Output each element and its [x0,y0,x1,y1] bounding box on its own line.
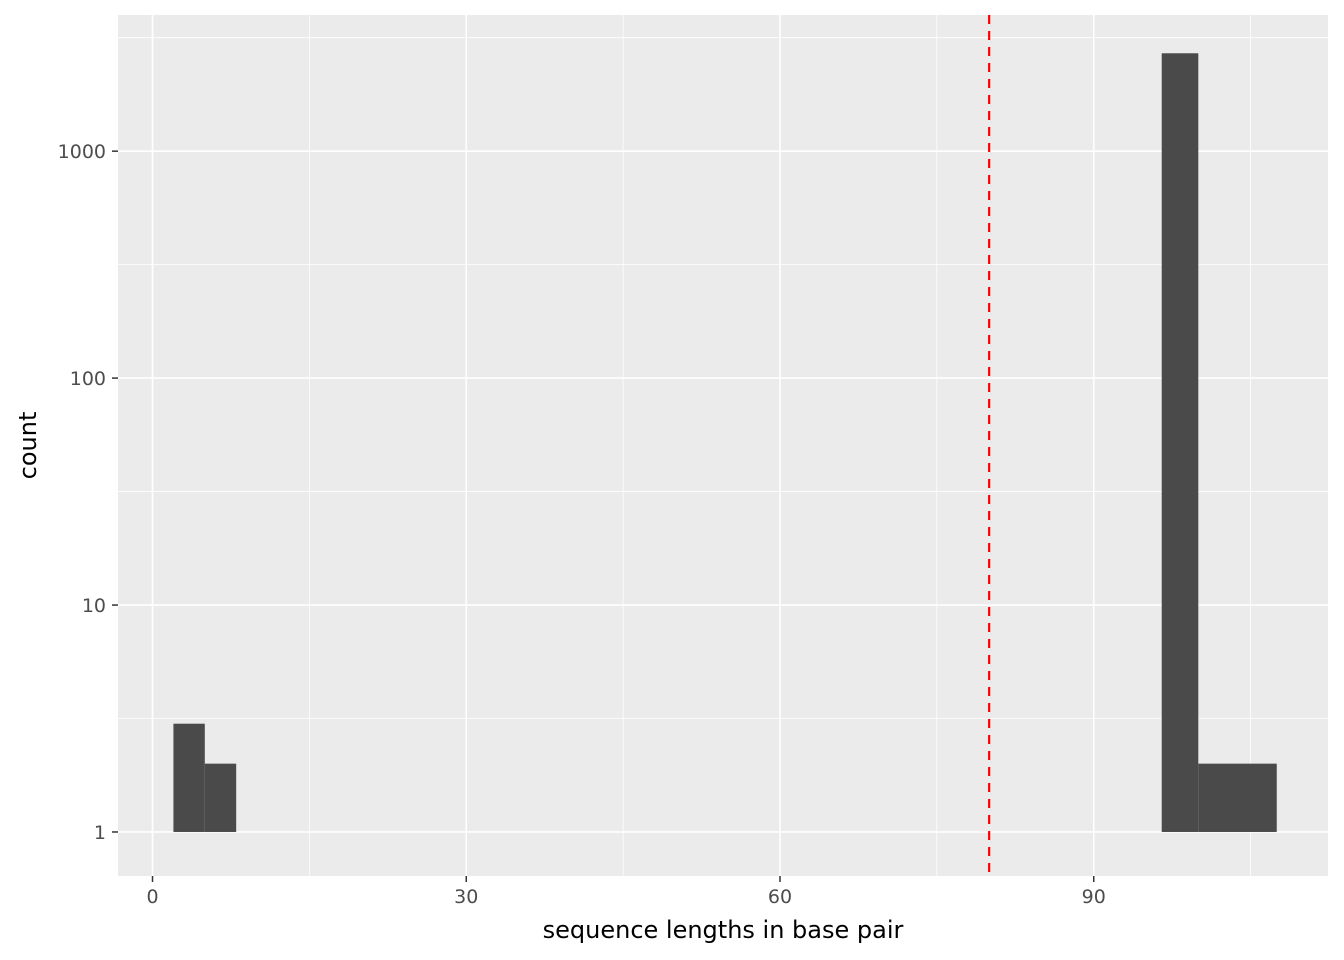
major-gridlines [118,15,1328,876]
x-tick-label: 30 [454,886,478,908]
x-axis-title: sequence lengths in base pair [543,916,904,944]
x-tick-label: 60 [768,886,792,908]
histogram-bar [173,723,205,832]
y-tick-label: 10 [82,595,106,617]
y-tick-label: 1 [94,822,106,844]
axis-tick-labels: 0 30 60 90 1 10 100 1000 [58,141,1106,908]
y-tick-label: 100 [70,368,106,390]
y-axis-title: count [14,412,42,480]
minor-gridlines [118,15,1328,876]
x-tick-label: 0 [146,886,158,908]
y-tick-label: 1000 [58,141,106,163]
plot-panel [118,15,1328,876]
histogram-bar [204,763,237,832]
histogram-bars [173,53,1277,832]
histogram-bar [1161,53,1199,832]
histogram-bar [1198,763,1277,832]
axis-tick-marks [112,150,1095,882]
x-tick-label: 90 [1082,886,1106,908]
